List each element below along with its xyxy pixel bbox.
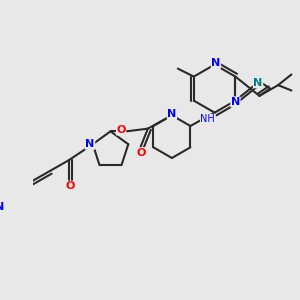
- Text: N: N: [167, 109, 176, 119]
- Text: O: O: [65, 181, 75, 191]
- Text: NH: NH: [200, 114, 215, 124]
- Text: O: O: [136, 148, 146, 158]
- Text: N: N: [254, 78, 263, 88]
- Text: O: O: [116, 125, 126, 135]
- Text: N: N: [211, 58, 220, 68]
- Text: N: N: [0, 202, 4, 212]
- Text: N: N: [85, 139, 95, 149]
- Text: N: N: [231, 97, 240, 107]
